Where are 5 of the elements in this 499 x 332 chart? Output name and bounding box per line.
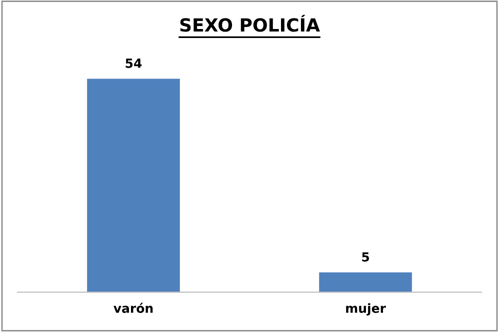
x-tick-label: varón: [114, 302, 153, 313]
x-tick-label: mujer: [346, 303, 386, 316]
data-label: 5: [362, 252, 369, 262]
data-label: 54: [126, 58, 142, 68]
chart-title: SEXO POLICÍA: [180, 14, 320, 32]
